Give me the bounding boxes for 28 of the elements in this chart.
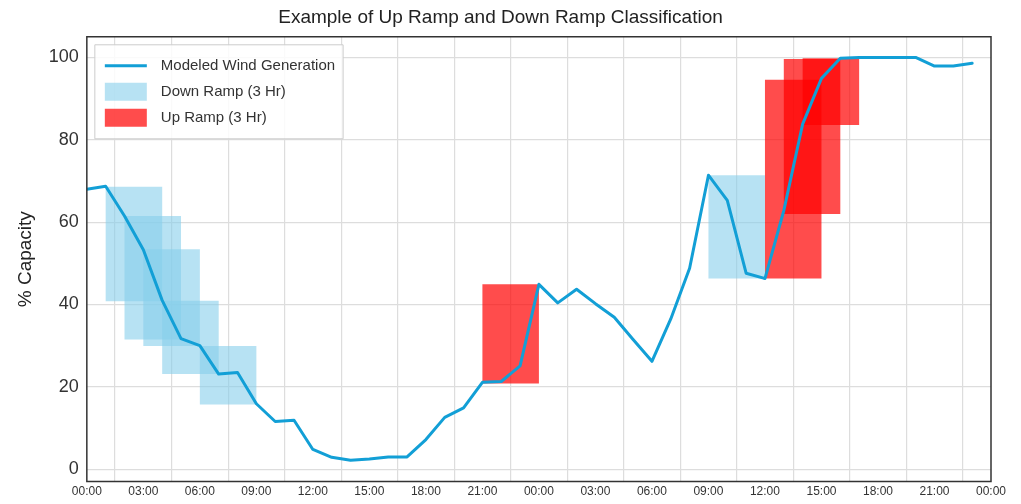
x-tick-label: 00:00 bbox=[975, 484, 1007, 499]
x-tick-label: 09:00 bbox=[241, 484, 272, 499]
x-tick-label: 06:00 bbox=[184, 484, 216, 499]
x-tick-label: 12:00 bbox=[297, 484, 329, 499]
y-axis-title: % Capacity bbox=[13, 210, 35, 308]
legend-label: Down Ramp (3 Hr) bbox=[160, 81, 286, 99]
x-tick-label: 03:00 bbox=[580, 484, 611, 499]
x-tick-label: 03:00 bbox=[128, 484, 159, 499]
chart-title: Example of Up Ramp and Down Ramp Classification bbox=[278, 5, 723, 27]
x-tick-label: 18:00 bbox=[862, 484, 894, 499]
x-tick-label: 15:00 bbox=[806, 484, 837, 499]
x-tick-label: 09:00 bbox=[693, 484, 724, 499]
y-tick-label: 20 bbox=[58, 375, 79, 396]
y-tick-label: 80 bbox=[58, 128, 79, 149]
y-tick-label: 40 bbox=[58, 293, 79, 314]
y-tick-label: 60 bbox=[58, 211, 79, 232]
x-tick-label: 00:00 bbox=[71, 484, 103, 499]
x-tick-label: 00:00 bbox=[523, 484, 555, 499]
x-tick-label: 15:00 bbox=[354, 484, 385, 499]
legend-label: Modeled Wind Generation bbox=[160, 55, 336, 73]
y-tick-label: 0 bbox=[68, 458, 79, 479]
x-tick-label: 21:00 bbox=[467, 484, 498, 499]
x-tick-label: 18:00 bbox=[410, 484, 442, 499]
x-tick-label: 21:00 bbox=[919, 484, 950, 499]
y-tick-label: 100 bbox=[48, 46, 79, 67]
legend-label: Up Ramp (3 Hr) bbox=[160, 107, 267, 125]
x-tick-label: 06:00 bbox=[636, 484, 668, 499]
x-tick-label: 12:00 bbox=[749, 484, 781, 499]
